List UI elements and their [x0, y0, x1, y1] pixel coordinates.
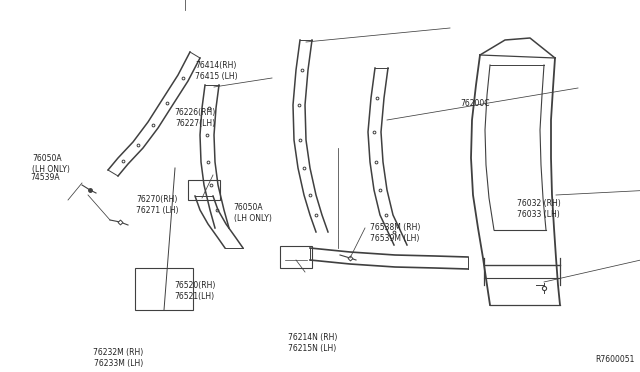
Text: 76520(RH)
76521(LH): 76520(RH) 76521(LH): [174, 281, 216, 301]
Text: 74539A: 74539A: [31, 173, 60, 182]
Text: 76200C: 76200C: [461, 99, 490, 108]
Text: R7600051: R7600051: [596, 355, 635, 364]
Text: 76214N (RH)
76215N (LH): 76214N (RH) 76215N (LH): [288, 333, 337, 353]
Text: 76414(RH)
76415 (LH): 76414(RH) 76415 (LH): [195, 61, 237, 81]
Text: 76050A
(LH ONLY): 76050A (LH ONLY): [234, 203, 271, 223]
Text: 76032 (RH)
76033 (LH): 76032 (RH) 76033 (LH): [517, 199, 561, 219]
Bar: [135, 268, 193, 310]
Bar: [188, 180, 220, 200]
Bar: [280, 246, 312, 268]
Text: 76050A
(LH ONLY): 76050A (LH ONLY): [32, 154, 70, 174]
Text: 76270(RH)
76271 (LH): 76270(RH) 76271 (LH): [136, 195, 179, 215]
Text: 76232M (RH)
76233M (LH): 76232M (RH) 76233M (LH): [93, 348, 143, 368]
Text: 76538M (RH)
76539M (LH): 76538M (RH) 76539M (LH): [370, 223, 420, 243]
Text: 76226(RH)
76227(LH): 76226(RH) 76227(LH): [175, 108, 216, 128]
